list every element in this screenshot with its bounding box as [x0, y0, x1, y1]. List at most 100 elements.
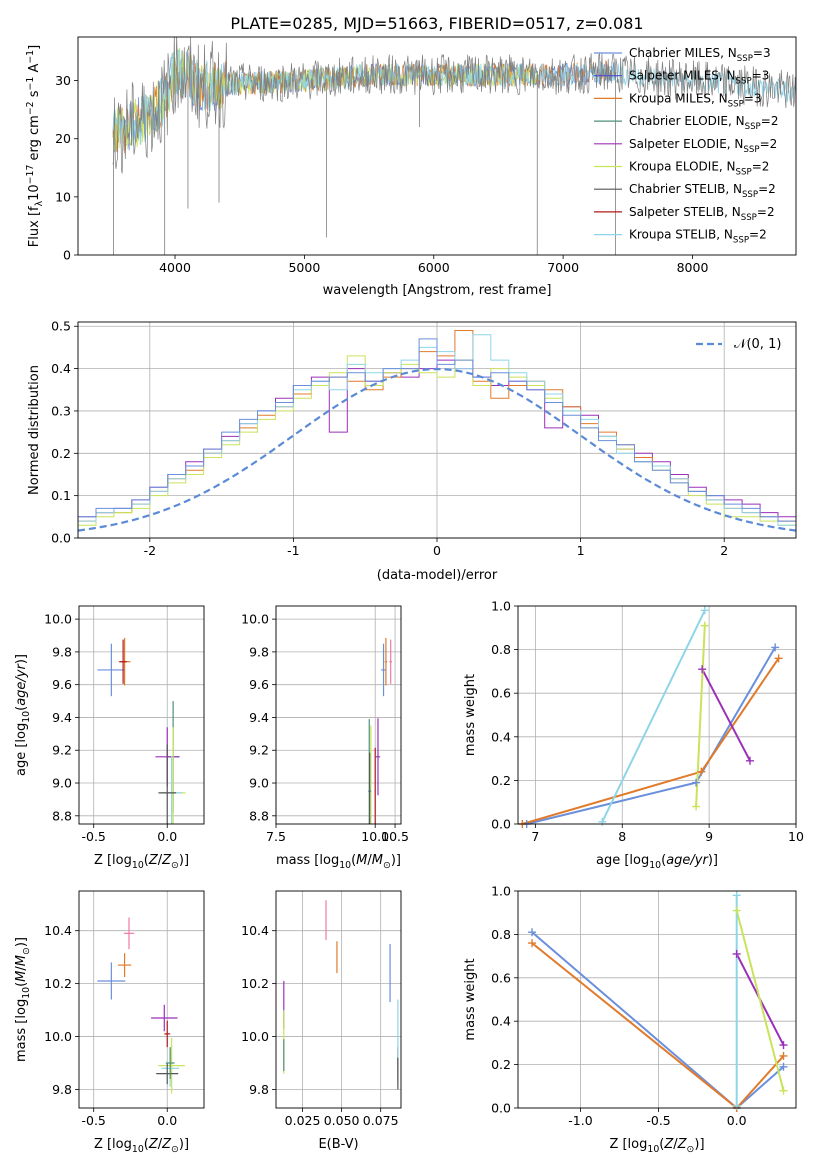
- x-axis-label: (data-model)/error: [377, 568, 498, 583]
- x-tick-label: -1: [287, 543, 299, 558]
- y-tick-label: 9.8: [249, 1082, 269, 1097]
- x-tick-label: 10.5: [381, 829, 409, 844]
- x-tick-label: 8: [618, 829, 626, 844]
- x-tick-label: 7: [531, 829, 539, 844]
- x-tick-label: -0.5: [82, 1113, 106, 1128]
- spectrum-panel: 4000 5000 6000 7000 8000 0 10 20 30 wavelength [A…: [25, 36, 797, 298]
- y-tick-label: 9.6: [52, 677, 72, 692]
- weight-marker: [692, 802, 701, 811]
- y-tick-label: 0.4: [491, 1014, 511, 1029]
- y-tick-label: 10: [55, 189, 71, 204]
- weight-marker: [779, 1086, 788, 1095]
- x-tick-label: 0.025: [285, 1113, 321, 1128]
- y-axis-label: Flux [fλ10−17 erg cm−2 s−1 A−1]: [25, 45, 45, 247]
- weight-marker: [700, 621, 709, 630]
- x-tick-label: -2: [144, 543, 156, 558]
- x-tick-label: 10: [788, 829, 804, 844]
- y-tick-label: 0.1: [51, 488, 71, 503]
- histogram-series: [78, 338, 796, 538]
- x-tick-label: 0.050: [324, 1113, 360, 1128]
- weight-marker: [732, 1101, 741, 1110]
- weight-marker: [698, 665, 707, 674]
- y-axis-label: Normed distribution: [27, 365, 42, 495]
- weight-series-line: [531, 931, 785, 1108]
- weight-series-line: [601, 609, 706, 823]
- legend-label: Chabrier ELODIE, NSSP=2: [629, 114, 778, 132]
- y-tick-label: 10.0: [241, 1029, 269, 1044]
- y-axis-label: mass weight: [463, 674, 478, 756]
- weight-series-line: [695, 625, 706, 807]
- hist-plot-area: [78, 330, 796, 538]
- x-tick-label: 0.0: [727, 1113, 747, 1128]
- y-tick-label: 9.8: [52, 644, 72, 659]
- figure-title: PLATE=0285, MJD=51663, FIBERID=0517, z=0…: [230, 14, 643, 33]
- y-tick-label: 0.8: [491, 927, 511, 942]
- x-tick-label: 0.075: [363, 1113, 399, 1128]
- x-tick-label: 10.0: [361, 829, 389, 844]
- y-tick-label: 0.5: [51, 319, 71, 334]
- axes-frame: [77, 36, 797, 256]
- y-tick-label: 10.4: [241, 923, 269, 938]
- y-tick-label: 30: [55, 73, 71, 88]
- axes-frame: [275, 605, 402, 825]
- weight-vs-Z-panel: -1.0 -0.5 0.0 0.0 0.2 0.4 0.6 0.8 1.0 Z [log10(Z/…: [463, 884, 797, 1155]
- x-tick-label: 7000: [547, 260, 579, 275]
- y-tick-label: 10.2: [44, 976, 72, 991]
- y-tick-label: 10.0: [44, 1029, 72, 1044]
- weight-marker: [732, 906, 741, 915]
- y-tick-label: 0.0: [491, 1101, 511, 1116]
- legend-label: Kroupa ELODIE, NSSP=2: [629, 160, 769, 178]
- y-tick-label: 0.6: [491, 970, 511, 985]
- y-axis-label: age [log10(age/yr)]: [14, 654, 32, 776]
- legend-label: Salpeter STELIB, NSSP=2: [629, 205, 775, 223]
- x-axis-label: E(B-V): [318, 1137, 358, 1152]
- weight-marker: [779, 1041, 788, 1050]
- y-tick-label: 0.6: [491, 686, 511, 701]
- y-axis-label: mass [log10(M/M⊙)]: [14, 937, 32, 1062]
- axes-frame: [517, 605, 797, 825]
- y-tick-label: 9.8: [52, 1082, 72, 1097]
- y-tick-label: 0.0: [51, 531, 71, 546]
- legend-label: Kroupa STELIB, NSSP=2: [629, 228, 767, 246]
- weight-marker: [745, 756, 754, 765]
- legend-label: Salpeter MILES, NSSP=3: [629, 69, 769, 87]
- y-tick-label: 0.4: [491, 729, 511, 744]
- y-tick-label: 10.0: [44, 612, 72, 627]
- y-tick-label: 0.4: [51, 361, 71, 376]
- x-tick-label: 5000: [288, 260, 320, 275]
- y-tick-label: 0.2: [491, 1057, 511, 1072]
- x-tick-label: 0.0: [157, 829, 177, 844]
- x-axis-label: mass [log10(M/M⊙)]: [276, 853, 401, 871]
- residuals-panel: -2 -1 0 1 2 0.0 0.1 0.2 0.3 0.4 0.5 (data-model)/er…: [27, 319, 797, 583]
- x-tick-label: -1.0: [568, 1113, 592, 1128]
- x-tick-label: -0.5: [82, 829, 106, 844]
- line-plot-area: [531, 895, 785, 1108]
- y-tick-label: 9.2: [52, 743, 72, 758]
- y-axis-label: mass weight: [463, 958, 478, 1040]
- x-tick-label: 9: [705, 829, 713, 844]
- line-plot-area: [522, 609, 780, 824]
- weight-marker: [774, 654, 783, 663]
- x-tick-label: 6000: [418, 260, 450, 275]
- y-tick-label: 9.0: [52, 776, 72, 791]
- axes-frame: [517, 890, 797, 1109]
- y-tick-label: 1.0: [491, 884, 511, 899]
- x-axis-label: age [log10(age/yr)]: [596, 853, 718, 871]
- y-tick-label: 1.0: [491, 599, 511, 614]
- weight-marker: [771, 643, 780, 652]
- weight-marker: [732, 949, 741, 958]
- weight-marker: [732, 891, 741, 900]
- x-tick-label: 7.5: [266, 829, 286, 844]
- y-tick-label: 9.4: [249, 710, 269, 725]
- x-axis-label: wavelength [Angstrom, rest frame]: [323, 283, 552, 298]
- weight-series-line: [735, 910, 785, 1091]
- y-tick-label: 9.2: [249, 743, 269, 758]
- weight-marker: [779, 1062, 788, 1071]
- legend-label: Chabrier MILES, NSSP=3: [629, 46, 771, 64]
- x-tick-label: -0.5: [646, 1113, 670, 1128]
- weight-marker: [779, 1051, 788, 1060]
- mass-vs-ebv-panel: 0.025 0.050 0.075 9.8 10.0 10.2 10.4 E(B-V): [241, 890, 402, 1152]
- y-tick-label: 20: [55, 131, 71, 146]
